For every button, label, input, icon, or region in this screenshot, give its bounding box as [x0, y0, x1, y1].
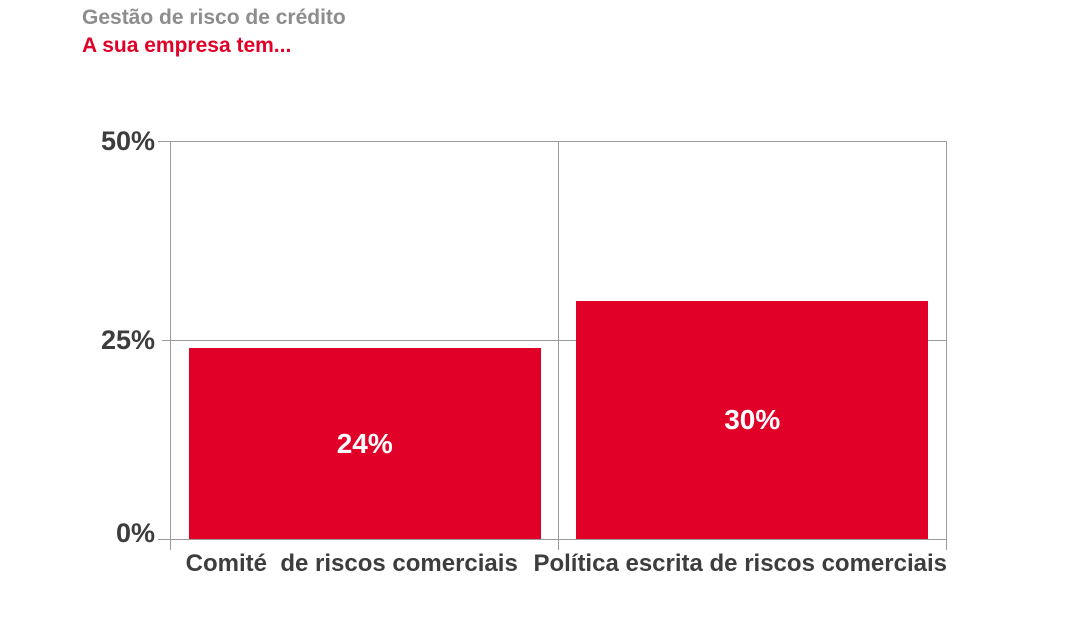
x-tick-mark-right	[946, 539, 947, 550]
gridline-25-percent	[162, 339, 946, 341]
chart-subtitle: A sua empresa tem...	[82, 34, 292, 57]
y-tick-label-0: 0%	[115, 518, 155, 548]
bar-cells: 24% 30%	[171, 142, 946, 539]
bar-value-label: 30%	[724, 403, 781, 435]
bar-value-label: 24%	[336, 427, 393, 459]
x-tick-mark-left	[170, 539, 171, 550]
y-tick-label-25: 25%	[100, 325, 155, 355]
x-axis-labels: Comité de riscos comerciais Política esc…	[170, 550, 947, 578]
y-tick-label-50: 50%	[100, 126, 155, 156]
chart-title: Gestão de risco de crédito	[82, 6, 346, 29]
cell-comite: 24%	[171, 142, 559, 539]
y-tick-mark-50	[158, 141, 171, 142]
bar-comite: 24%	[188, 348, 541, 539]
x-category-label-comite: Comité de riscos comerciais	[185, 550, 518, 577]
category-divider-line	[557, 142, 559, 550]
cell-politica: 30%	[559, 142, 947, 539]
x-category-label-politica: Política escrita de riscos comerciais	[533, 550, 947, 577]
bar-chart-plot-area: 24% 30%	[158, 141, 947, 550]
y-tick-mark-0	[158, 539, 171, 540]
bar-politica: 30%	[576, 300, 929, 539]
